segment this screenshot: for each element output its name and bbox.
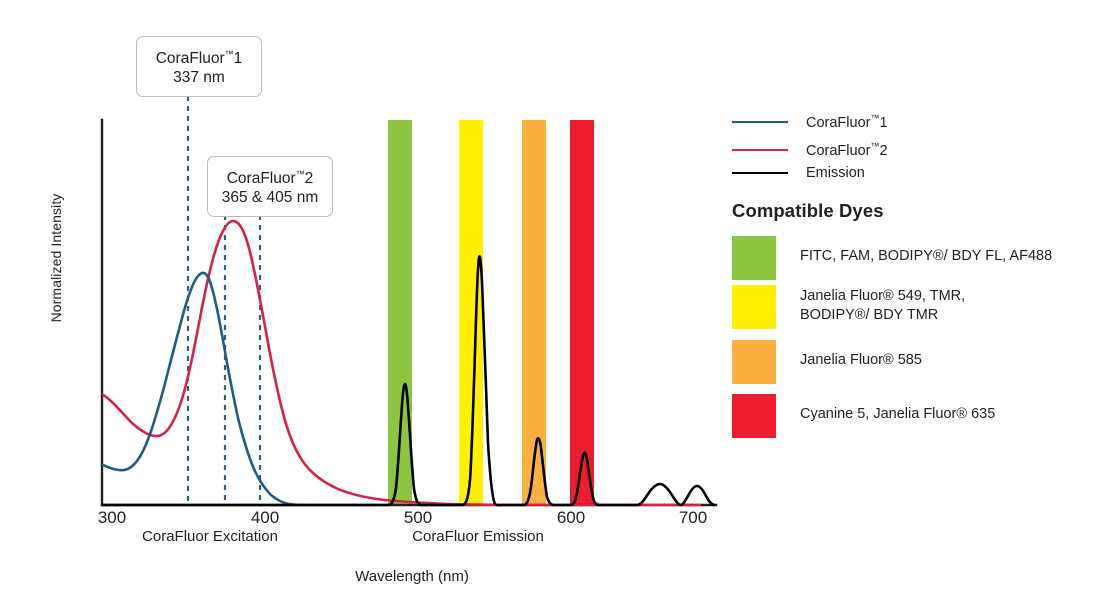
legend-item-corafluor-1: CoraFluor™1: [732, 113, 888, 131]
x-axis-title: Wavelength (nm): [355, 568, 469, 585]
x-tick-300: 300: [97, 508, 127, 527]
y-axis-title: Normalized Intensity: [48, 193, 64, 323]
dye-swatch-orange: [732, 340, 776, 384]
legend-line-swatch-emission: [732, 172, 788, 174]
dye-label-green: FITC, FAM, BODIPY®/ BDY FL, AF488: [800, 248, 1053, 264]
dye-swatch-green: [732, 236, 776, 280]
spectra-plot-panel: Normalized Intensity 300 400 500 600 700…: [48, 36, 718, 585]
compatible-dyes-title: Compatible Dyes: [732, 200, 884, 221]
caption-corafluor-excitation: CoraFluor Excitation: [142, 528, 278, 545]
callout-1-line2: 337 nm: [173, 69, 225, 87]
legend-label-corafluor-1: CoraFluor™1: [806, 113, 888, 131]
legend-line-swatch-corafluor-2: [732, 148, 788, 151]
dye-swatch-red: [732, 394, 776, 438]
legend-item-emission: Emission: [732, 165, 865, 181]
emission-band-group: [388, 120, 594, 505]
dye-item-yellow: Janelia Fluor® 549, TMR, BODIPY®/ BDY TMR: [732, 285, 965, 329]
dye-label-yellow: Janelia Fluor® 549, TMR, BODIPY®/ BDY TMR: [800, 288, 966, 323]
x-tick-600: 600: [556, 508, 586, 527]
emission-band-orange: [522, 120, 546, 505]
emission-band-red: [570, 120, 594, 505]
callout-2-line1: CoraFluor™2: [226, 169, 314, 188]
legend-label-emission: Emission: [806, 165, 865, 181]
callout-corafluor-1: CoraFluor™1 337 nm: [136, 36, 262, 98]
dye-label-orange: Janelia Fluor® 585: [800, 352, 922, 368]
spectra-chart-svg: [100, 96, 718, 507]
callout-1-line1: CoraFluor™1: [155, 49, 243, 68]
caption-corafluor-emission: CoraFluor Emission: [412, 528, 544, 545]
dye-swatch-yellow: [732, 285, 776, 329]
dye-item-red: Cyanine 5, Janelia Fluor® 635: [732, 394, 995, 438]
legend-item-corafluor-2: CoraFluor™2: [732, 141, 888, 159]
legend-panel: CoraFluor™1 CoraFluor™2 Emission Compati…: [732, 0, 1110, 612]
curve-corafluor-1: [101, 271, 310, 507]
legend-label-corafluor-2: CoraFluor™2: [806, 141, 888, 159]
x-tick-500: 500: [403, 508, 433, 527]
callout-2-line2: 365 & 405 nm: [221, 189, 319, 207]
dye-item-green: FITC, FAM, BODIPY®/ BDY FL, AF488: [732, 236, 1052, 280]
x-tick-700: 700: [678, 508, 708, 527]
callout-corafluor-2: CoraFluor™2 365 & 405 nm: [207, 156, 333, 218]
dye-label-red: Cyanine 5, Janelia Fluor® 635: [800, 406, 996, 422]
dye-item-orange: Janelia Fluor® 585: [732, 340, 922, 384]
legend-line-swatch-corafluor-1: [732, 120, 788, 123]
curve-emission: [101, 255, 716, 507]
x-tick-400: 400: [250, 508, 280, 527]
